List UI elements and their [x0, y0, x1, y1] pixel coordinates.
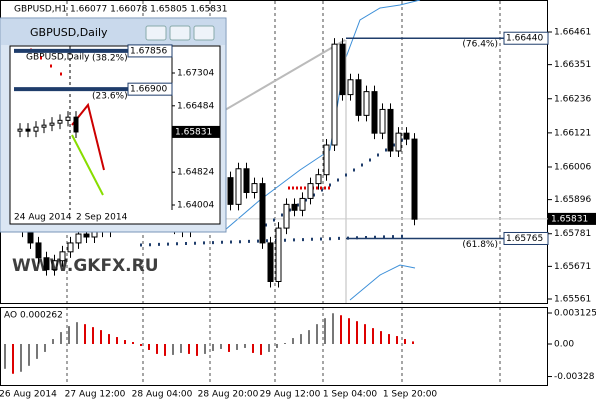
inset-date: 24 Aug 2014 [14, 213, 72, 223]
price-box-label: 1.66900 [130, 85, 167, 95]
candle [251, 183, 258, 193]
price-box-label: 1.65765 [506, 234, 543, 244]
price-tick-label: 1.66121 [554, 128, 591, 138]
time-label: 27 Aug 12:00 [65, 390, 126, 400]
price-box-label: 1.66440 [506, 34, 543, 44]
band [349, 264, 416, 301]
candle [65, 116, 71, 121]
window-button[interactable] [193, 25, 215, 41]
candle [83, 233, 90, 238]
candle [259, 183, 266, 244]
candle [291, 203, 298, 211]
inset-green [71, 134, 104, 196]
current-price-box [548, 212, 596, 225]
candle [57, 119, 63, 124]
candle [25, 128, 31, 132]
time-label: 26 Aug 2014 [0, 390, 57, 400]
candle [51, 260, 58, 271]
price-box [503, 31, 549, 45]
inset-label: GBPUSD,Daily [26, 53, 90, 63]
candle [243, 168, 250, 193]
candle [27, 230, 34, 244]
candle [17, 128, 23, 132]
ao-tick-label: 0.00 [554, 340, 574, 350]
ao-tick-label: 0.003125 [554, 309, 596, 319]
inset-tick-label: 1.64824 [177, 168, 214, 178]
window-button[interactable] [145, 25, 167, 41]
ao-tick-label: -0.00328 [554, 372, 595, 382]
ao-label: AO 0.000262 [4, 311, 63, 321]
price-tick-label: 1.65896 [554, 195, 591, 205]
inset-date: 2 Sep 2014 [76, 213, 128, 223]
candle [331, 43, 338, 146]
candle [411, 138, 418, 220]
candle [355, 79, 362, 116]
candle [73, 116, 79, 133]
fib-note: (61.8%) [462, 240, 498, 250]
price-box-label: 1.67856 [130, 46, 167, 56]
candle [33, 126, 39, 132]
price-tick-label: 1.66006 [554, 162, 591, 172]
fib-note: (76.4%) [462, 40, 498, 50]
candle [59, 251, 66, 262]
current-price: 1.65831 [551, 214, 588, 224]
candle [49, 122, 55, 126]
candle [323, 144, 330, 176]
current-price-box [172, 125, 220, 138]
price-tick-label: 1.65781 [554, 229, 591, 239]
candle [379, 108, 386, 134]
current-price: 1.65831 [175, 127, 212, 137]
candle [275, 227, 282, 282]
inset-tick-label: 1.64004 [177, 201, 214, 211]
candle [227, 177, 234, 205]
candle [363, 91, 370, 116]
chart-header: GBPUSD,H1 1.66077 1.66078 1.65805 1.6583… [14, 5, 227, 15]
time-label: 28 Aug 04:00 [132, 390, 193, 400]
time-label: 1 Sep 20:00 [383, 390, 438, 400]
time-label: 28 Aug 20:00 [198, 390, 259, 400]
candle [395, 132, 402, 152]
candle [41, 124, 47, 128]
candle [299, 197, 306, 211]
window-title: GBPUSD,Daily [30, 26, 108, 39]
price-box [503, 231, 549, 245]
candle [315, 174, 322, 185]
time-label: 29 Aug 12:00 [260, 390, 321, 400]
price-tick-label: 1.66461 [554, 28, 591, 38]
fib-note: (38.2%) [92, 53, 128, 63]
candle [235, 168, 242, 205]
ao-frame [0, 307, 548, 386]
time-label: 1 Sep 04:00 [323, 390, 378, 400]
price-box [127, 44, 173, 58]
candle [339, 43, 346, 96]
candle [43, 257, 50, 271]
candle [75, 233, 82, 244]
candle [307, 183, 314, 199]
price-tick-label: 1.65671 [554, 262, 591, 272]
price-tick-label: 1.66351 [554, 60, 591, 70]
candle [267, 242, 274, 282]
candle [283, 203, 290, 229]
trend-line [224, 39, 346, 111]
window-button[interactable] [169, 25, 191, 41]
price-box [127, 82, 173, 96]
sar-dots [140, 138, 403, 247]
candle [67, 242, 74, 253]
candle [371, 91, 378, 134]
watermark: WWW.GKFX.RU [12, 256, 159, 276]
inset-tick-label: 1.66484 [177, 101, 214, 111]
candle [347, 79, 354, 96]
candle [35, 242, 42, 259]
fib-note: (23.6%) [92, 92, 128, 102]
price-tick-label: 1.65561 [554, 295, 591, 305]
inset-tick-label: 1.67304 [177, 69, 214, 79]
candle [403, 132, 410, 140]
price-tick-label: 1.66236 [554, 94, 591, 104]
candle [387, 108, 394, 152]
